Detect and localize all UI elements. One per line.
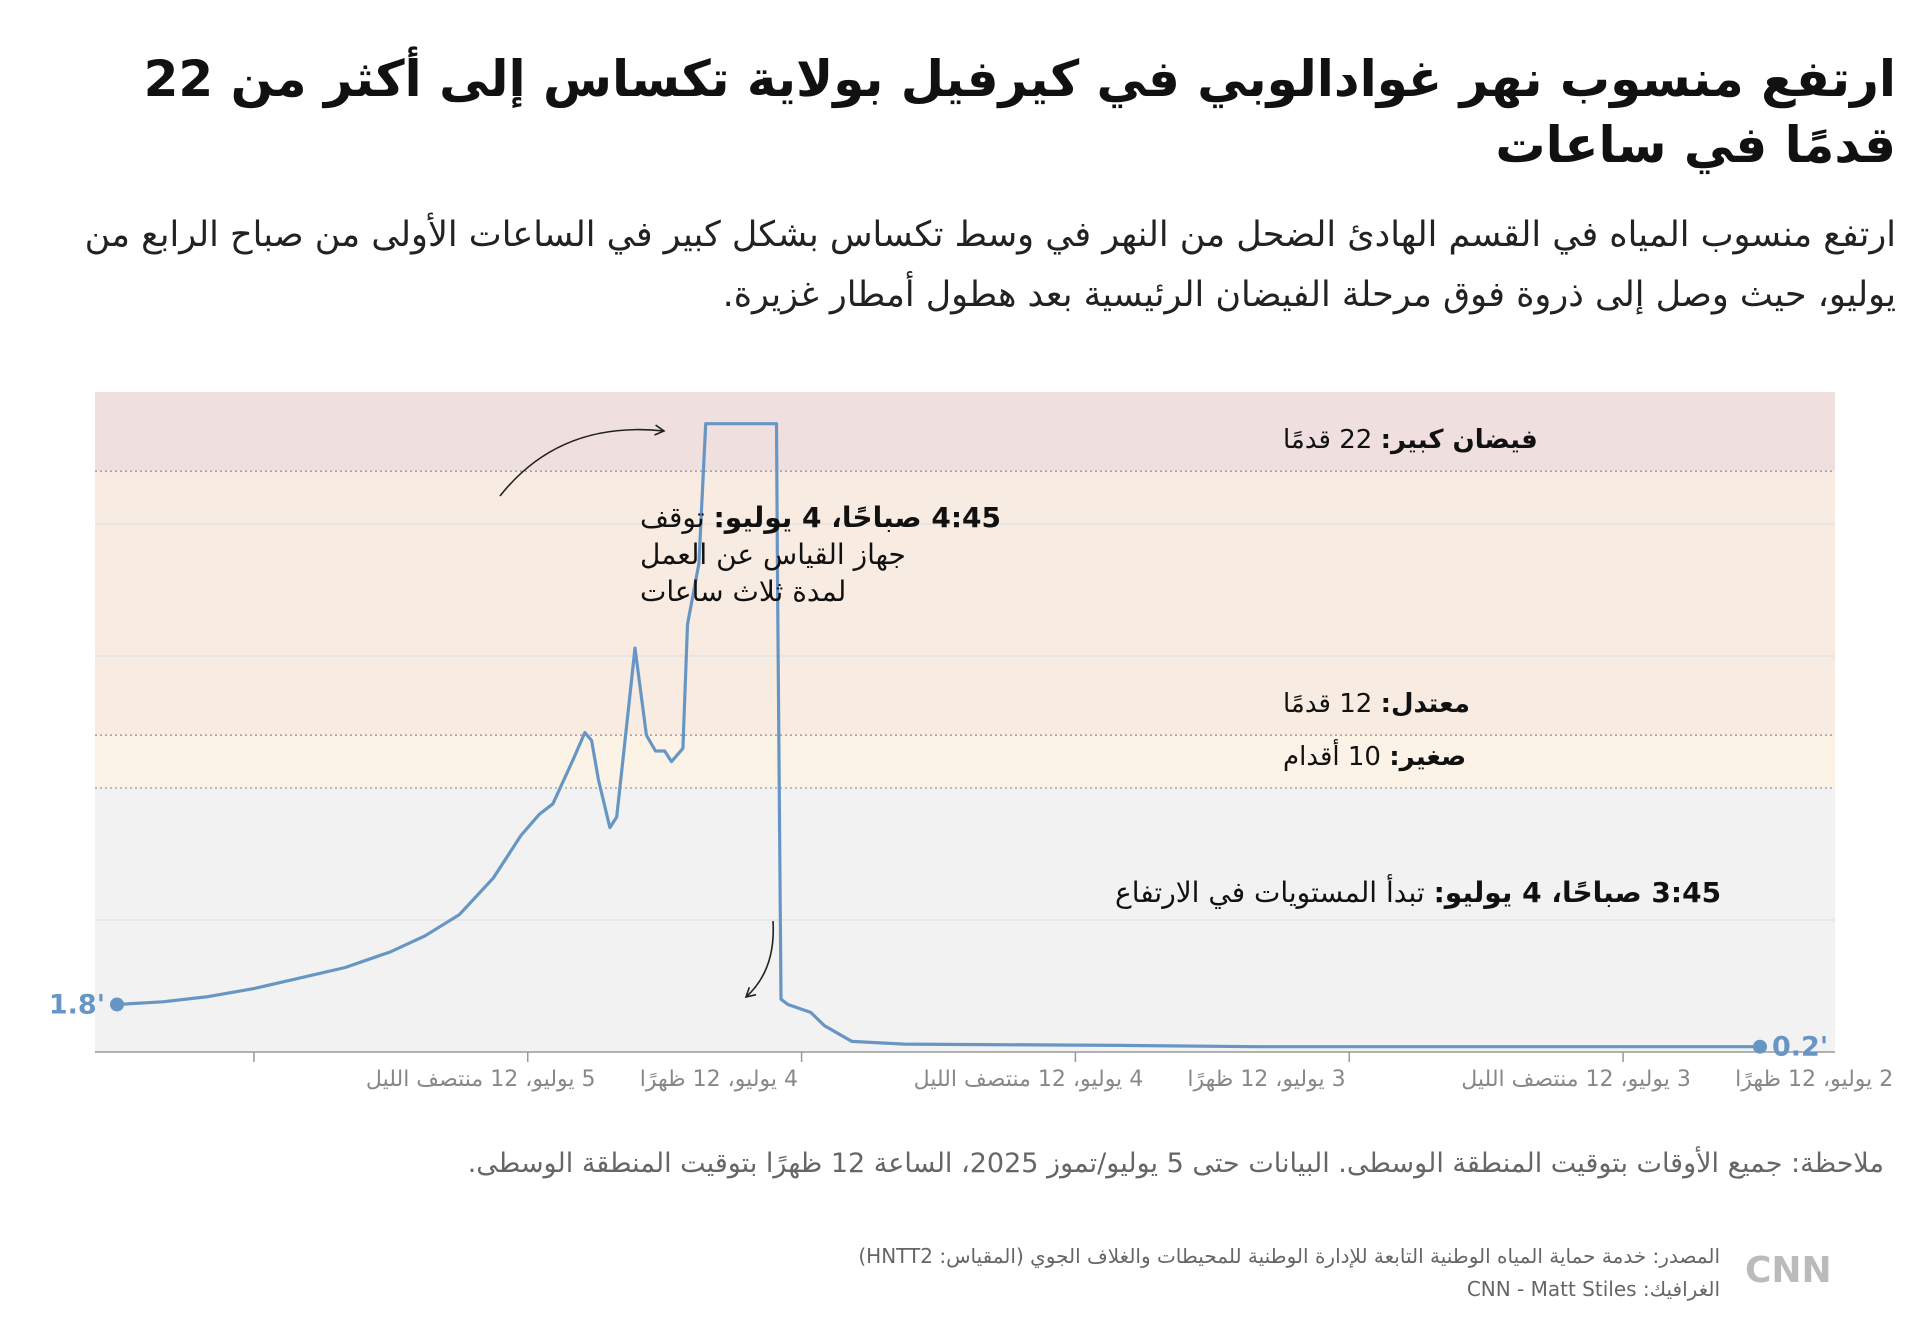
credit-text: الغرافيك: CNN - Matt Stiles [1466,1277,1720,1301]
source-text: المصدر: خدمة حماية المياه الوطنية التابع… [858,1244,1720,1268]
band-label-0: فيضان كبير: 22 قدمًا [1283,425,1538,455]
x-tick-label-5: 5 يوليو، 12 منتصف الليل [366,1067,596,1092]
x-tick-label-0: 2 يوليو، 12 ظهرًا [1735,1067,1893,1092]
series-line [116,422,1760,1049]
cnn-arabic-logo: CNN [1745,1250,1832,1291]
end-point-current [1753,1039,1767,1054]
x-tick-label-4: 4 يوليو، 12 ظهرًا [640,1067,798,1092]
chart-footer: المصدر: خدمة حماية المياه الوطنية التابع… [220,1240,1720,1306]
annotation-peak-line3: لمدة ثلاث ساعات [640,575,846,608]
line-chart: فيضان كبير: 22 قدمًا معتدل: 12 قدمًا صغير:… [49,392,1893,1092]
annotation-rise-arrow [744,920,775,999]
annotation-peak-line2: جهاز القياس عن العمل [640,538,906,571]
end-label-current: 0.2' [1772,1032,1828,1063]
x-tick-label-3: 4 يوليو، 12 منتصف الليل [914,1067,1144,1092]
annotation-peak-arrow [499,424,666,497]
annotation-rise-text: 3:45 صباحًا، 4 يوليو: تبدأ المستويات في … [1115,873,1721,909]
end-point-start [110,997,124,1012]
chart-title: ارتفع منسوب نهر غوادالوبي في كيرفيل بولا… [143,50,1896,174]
chart-subtitle: ارتفع منسوب المياه في القسم الهادئ الضحل… [84,215,1896,315]
band-label-1: معتدل: 12 قدمًا [1283,689,1470,719]
band-1 [95,471,1835,736]
chart-note: ملاحظة: جميع الأوقات بتوقيت المنطقة الوس… [467,1148,1884,1179]
end-label-start: 1.8' [49,989,105,1020]
x-tick-label-2: 3 يوليو، 12 ظهرًا [1187,1067,1345,1092]
band-2 [95,735,1835,788]
band-label-2: صغير: 10 أقدام [1283,738,1466,772]
band-0 [95,392,1835,472]
annotation-peak-line1: 4:45 صباحًا، 4 يوليو: توقف [640,501,1001,534]
x-tick-label-1: 3 يوليو، 12 منتصف الليل [1461,1067,1691,1092]
